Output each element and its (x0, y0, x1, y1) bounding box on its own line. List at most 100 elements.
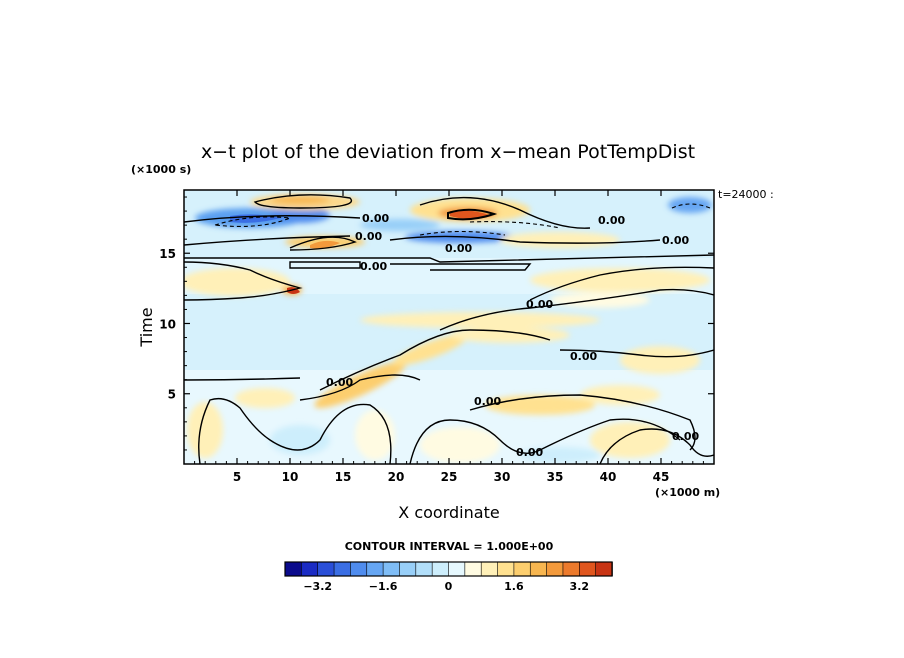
contour-line (289, 236, 357, 251)
x-unit-label: (×1000 m) (655, 486, 720, 499)
x-tick-label: 5 (233, 470, 241, 484)
pos-anomaly (235, 388, 295, 408)
colorbar-swatch (497, 561, 515, 577)
colorbar-swatch (366, 561, 384, 577)
colorbar-tick-label: −1.6 (369, 580, 398, 593)
contour-line (299, 374, 421, 401)
contour-interval-label: CONTOUR INTERVAL = 1.000E+00 (345, 540, 554, 553)
pos-anomaly (420, 427, 500, 463)
plot-field: 0.00 0.00 0.00 0.00 0.00 0.00 0.00 0.00 … (184, 190, 714, 464)
contour-line (419, 230, 506, 236)
contour-label: 0.00 (326, 376, 353, 389)
pos-anomaly (590, 422, 670, 458)
x-tick-label: 25 (441, 470, 458, 484)
colorbar-swatch (529, 561, 548, 577)
colorbar-swatch (431, 561, 450, 577)
neg-anomaly (360, 219, 440, 231)
colorbar-tick-label: 3.2 (570, 580, 590, 593)
neg-anomaly (270, 207, 330, 223)
neg-anomaly (520, 447, 600, 463)
contour-line (390, 263, 532, 271)
contour-line (184, 254, 714, 263)
colorbar-swatch (317, 561, 335, 577)
y-tick-label: 5 (168, 388, 176, 402)
colorbar-swatch (333, 561, 352, 577)
pos-anomaly (450, 327, 570, 343)
contour-label: 0.00 (474, 395, 501, 408)
colorbar-frame (284, 561, 613, 577)
colorbar-tick-label: −3.2 (303, 580, 332, 593)
x-axis: 5 10 15 20 25 30 35 40 45 (194, 190, 704, 484)
contour-line (671, 203, 711, 209)
colorbar-swatch (284, 561, 303, 577)
contour-label: 0.00 (526, 298, 553, 311)
colorbar-swatch (415, 561, 433, 577)
contour-label: 0.00 (570, 350, 597, 363)
pos-anomaly (360, 312, 600, 328)
colorbar-swatch (562, 561, 581, 577)
colorbar-swatch (513, 561, 532, 577)
dashed-contours (214, 203, 711, 236)
x-tick-label: 35 (547, 470, 564, 484)
pos-anomaly (184, 268, 290, 296)
contour-line (214, 216, 291, 227)
colorbar-swatch (480, 561, 499, 577)
pos-anomaly (620, 346, 700, 374)
colorbar-swatch (350, 561, 368, 577)
y-tick-label: 10 (159, 317, 176, 331)
chart-title: x−t plot of the deviation from x−mean Po… (201, 141, 695, 163)
contour-line (184, 235, 351, 246)
contour-label: 0.00 (598, 214, 625, 227)
contour-line (319, 329, 551, 391)
x-tick-label: 30 (494, 470, 511, 484)
colorbar-swatch (595, 561, 613, 577)
pos-anomaly (187, 402, 223, 458)
x-tick-label: 45 (653, 470, 670, 484)
pos-anomaly (314, 362, 406, 408)
contour-label: 0.00 (662, 234, 689, 247)
colorbar-swatch (464, 561, 483, 577)
x-tick-label: 15 (335, 470, 352, 484)
contour-label: 0.00 (355, 230, 382, 243)
contour-line (198, 397, 392, 464)
contour-line (559, 349, 714, 358)
contour-line (184, 261, 303, 301)
contour-line (419, 196, 591, 229)
x-tick-label: 40 (600, 470, 617, 484)
y-axis: 5 10 15 (159, 196, 714, 451)
contour-line (184, 215, 361, 223)
colorbar-tick-label: 0 (445, 580, 453, 593)
contour-line (253, 194, 353, 209)
pos-core (310, 240, 340, 249)
contour-line (409, 418, 681, 464)
x-tick-label: 20 (388, 470, 405, 484)
colorbar-swatch (301, 561, 319, 577)
contour-label: 0.00 (362, 212, 389, 225)
pos-anomaly (530, 268, 710, 292)
y-unit-label: (×1000 s) (131, 163, 191, 176)
contour-line (439, 288, 714, 331)
contour-lines (184, 194, 714, 464)
colorbar-swatch (448, 561, 466, 577)
pos-anomaly (580, 385, 660, 405)
y-axis-label: Time (137, 307, 156, 347)
contour-line (469, 394, 696, 451)
neg-anomaly (668, 197, 712, 213)
pos-anomaly (500, 232, 620, 248)
colorbar-swatch (399, 561, 417, 577)
colorbar-tick-label: 1.6 (504, 580, 524, 593)
colorbar-swatch (382, 561, 401, 577)
colorbar-swatch (546, 561, 564, 577)
contour-line (184, 377, 301, 381)
contour-line (469, 221, 561, 229)
contour-line (599, 428, 714, 464)
contour-label: 0.00 (360, 260, 387, 273)
colorbar-swatch (578, 561, 597, 577)
colorbar: −3.2 −1.6 0 1.6 3.2 (284, 561, 613, 593)
pos-anomaly (485, 395, 595, 415)
contour-label: 0.00 (672, 430, 699, 443)
field-anomalies (184, 194, 712, 463)
time-stamp: t=24000 : (718, 188, 774, 201)
